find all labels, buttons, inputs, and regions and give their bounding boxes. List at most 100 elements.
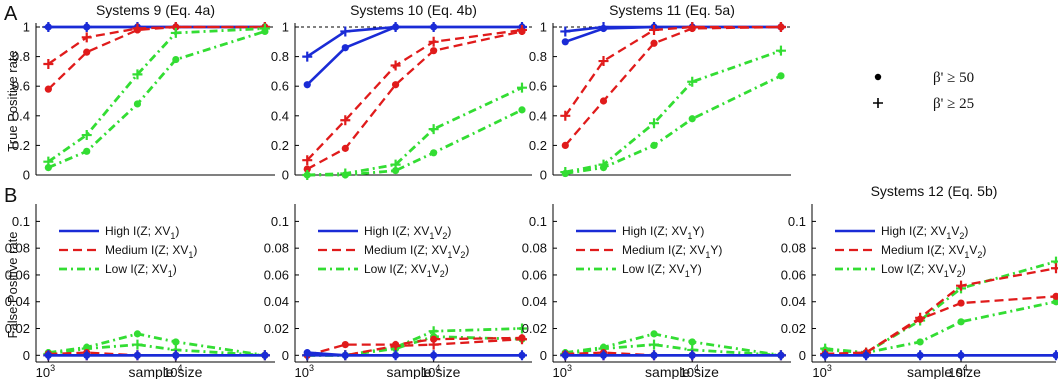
- data-point-low-plus: [259, 23, 270, 34]
- data-point-high-plus: [687, 350, 698, 361]
- data-point-low-plus: [340, 168, 351, 179]
- data-point-high-plus: [43, 22, 54, 32]
- panel-letter-b: B: [4, 185, 17, 207]
- x-axis-label: sample size: [645, 364, 719, 379]
- data-point-medium-plus: [390, 60, 401, 71]
- data-point-medium: [599, 97, 608, 105]
- x-tick-base: 10: [948, 365, 962, 379]
- legend-label-part: 1: [170, 231, 175, 241]
- data-point-medium: [341, 340, 349, 349]
- legend-label-part: 1: [705, 250, 710, 260]
- y-tick-label: 0.8: [12, 49, 30, 64]
- legend-label-part: ): [982, 243, 986, 257]
- data-point-medium-plus: [428, 36, 439, 47]
- legend-label-low: Low I(Z; XV1): [105, 262, 177, 279]
- data-point-low-plus: [81, 130, 92, 141]
- beta-legend-dot-marker: [874, 73, 882, 81]
- data-point-low: [172, 338, 180, 346]
- y-tick-label: 0: [23, 168, 30, 183]
- data-point-low: [518, 106, 526, 114]
- data-point-medium-plus: [81, 32, 92, 43]
- legend-label-part: High I(Z; XV: [881, 224, 946, 238]
- x-tick-exponent: 4: [694, 363, 699, 373]
- x-tick-base: 10: [36, 365, 50, 379]
- legend-label-medium: Medium I(Z; XV1V2): [881, 243, 986, 260]
- y-axis-label: True Positive rate: [5, 50, 20, 151]
- y-tick-label: 0.04: [264, 294, 289, 309]
- legend-label-part: 2: [460, 250, 465, 260]
- legend-label-part: V: [951, 224, 959, 238]
- data-point-medium: [44, 85, 52, 93]
- chart-title: Systems 12 (Eq. 5b): [871, 183, 998, 199]
- chart-title: Systems 11 (Eq. 5a): [609, 2, 735, 18]
- y-tick-label: 0.08: [781, 241, 806, 256]
- data-point-high-plus: [560, 350, 571, 361]
- data-point-medium-plus: [516, 334, 527, 345]
- data-point-medium: [561, 141, 569, 149]
- legend-label-part: Y: [690, 262, 698, 276]
- data-point-low: [391, 166, 400, 175]
- series-line-medium-plus: [306, 28, 523, 161]
- legend-label-part: 2: [440, 269, 445, 279]
- data-point-high-plus: [649, 350, 660, 361]
- data-point-low: [650, 330, 658, 338]
- x-tick-exponent: 4: [178, 363, 183, 373]
- y-tick-label: 0.1: [529, 214, 547, 229]
- legend-label-part: Medium I(Z; XV: [105, 243, 188, 257]
- y-tick-label: 0.8: [271, 49, 289, 64]
- legend-label-part: ): [173, 262, 177, 276]
- data-point-low: [777, 72, 785, 80]
- x-tick-exponent: 4: [435, 363, 440, 373]
- legend-label-part: Low I(Z; XV: [105, 262, 168, 276]
- legend-label-part: ): [698, 262, 702, 276]
- x-tick-label: 103: [553, 363, 572, 379]
- data-point-medium: [303, 165, 311, 173]
- y-tick-label: 0.02: [522, 321, 547, 336]
- data-point-medium-plus: [1051, 263, 1058, 274]
- series-line-low-plus: [48, 343, 265, 357]
- y-tick-label: 0.6: [529, 79, 547, 94]
- x-tick-base: 10: [421, 365, 435, 379]
- legend-label-part: High I(Z; XV: [622, 224, 687, 238]
- legend-label-part: 1: [447, 250, 452, 260]
- data-point-medium: [430, 47, 438, 55]
- legend-label-part: 1: [687, 231, 692, 241]
- y-tick-label: 0.1: [788, 214, 806, 229]
- beta-legend-label-50: β' ≥ 50: [933, 70, 974, 86]
- data-point-low: [430, 149, 438, 157]
- data-point-medium-plus: [956, 280, 967, 291]
- x-tick-label: 104: [421, 363, 440, 379]
- series-line-low-dot: [47, 30, 266, 169]
- legend-label-part: Medium I(Z; XV: [364, 243, 447, 257]
- x-tick-base: 10: [553, 365, 567, 379]
- legend-label-part: Y: [710, 243, 718, 257]
- y-tick-label: 0: [540, 348, 547, 363]
- x-tick-label: 103: [295, 363, 314, 379]
- legend-label-high: High I(Z; XV1Y): [622, 224, 704, 241]
- data-point-high-plus: [302, 350, 313, 361]
- y-tick-label: 0: [282, 168, 289, 183]
- legend-label-high: High I(Z; XV1V2): [364, 224, 451, 241]
- data-point-high-plus: [340, 26, 351, 37]
- data-point-high-plus: [861, 350, 872, 361]
- y-tick-label: 1: [23, 20, 30, 35]
- data-point-high-plus: [598, 350, 609, 361]
- data-point-high-plus: [390, 22, 401, 32]
- data-point-high: [341, 44, 349, 52]
- chart-panel-a2: Systems 10 (Eq. 4b) 0 0.2 0.4 0.6 0.8 1: [271, 2, 532, 183]
- data-point-low-plus: [390, 159, 401, 170]
- legend-label-part: 1: [946, 231, 951, 241]
- data-point-high-plus: [81, 22, 92, 32]
- y-tick-label: 0.2: [12, 138, 30, 153]
- x-tick-base: 10: [295, 365, 309, 379]
- series-line-low-dot: [565, 74, 782, 175]
- legend-label-part: Low I(Z; XV: [881, 262, 944, 276]
- data-point-low-plus: [687, 76, 698, 87]
- legend-label-high: High I(Z; XV1): [105, 224, 179, 241]
- legend-label-part: ): [175, 224, 179, 238]
- data-point-medium: [391, 81, 400, 89]
- data-point-high-plus: [259, 350, 270, 361]
- data-point-low-plus: [516, 82, 527, 93]
- data-point-low-plus: [560, 167, 571, 178]
- x-axis-label: sample size: [907, 364, 981, 379]
